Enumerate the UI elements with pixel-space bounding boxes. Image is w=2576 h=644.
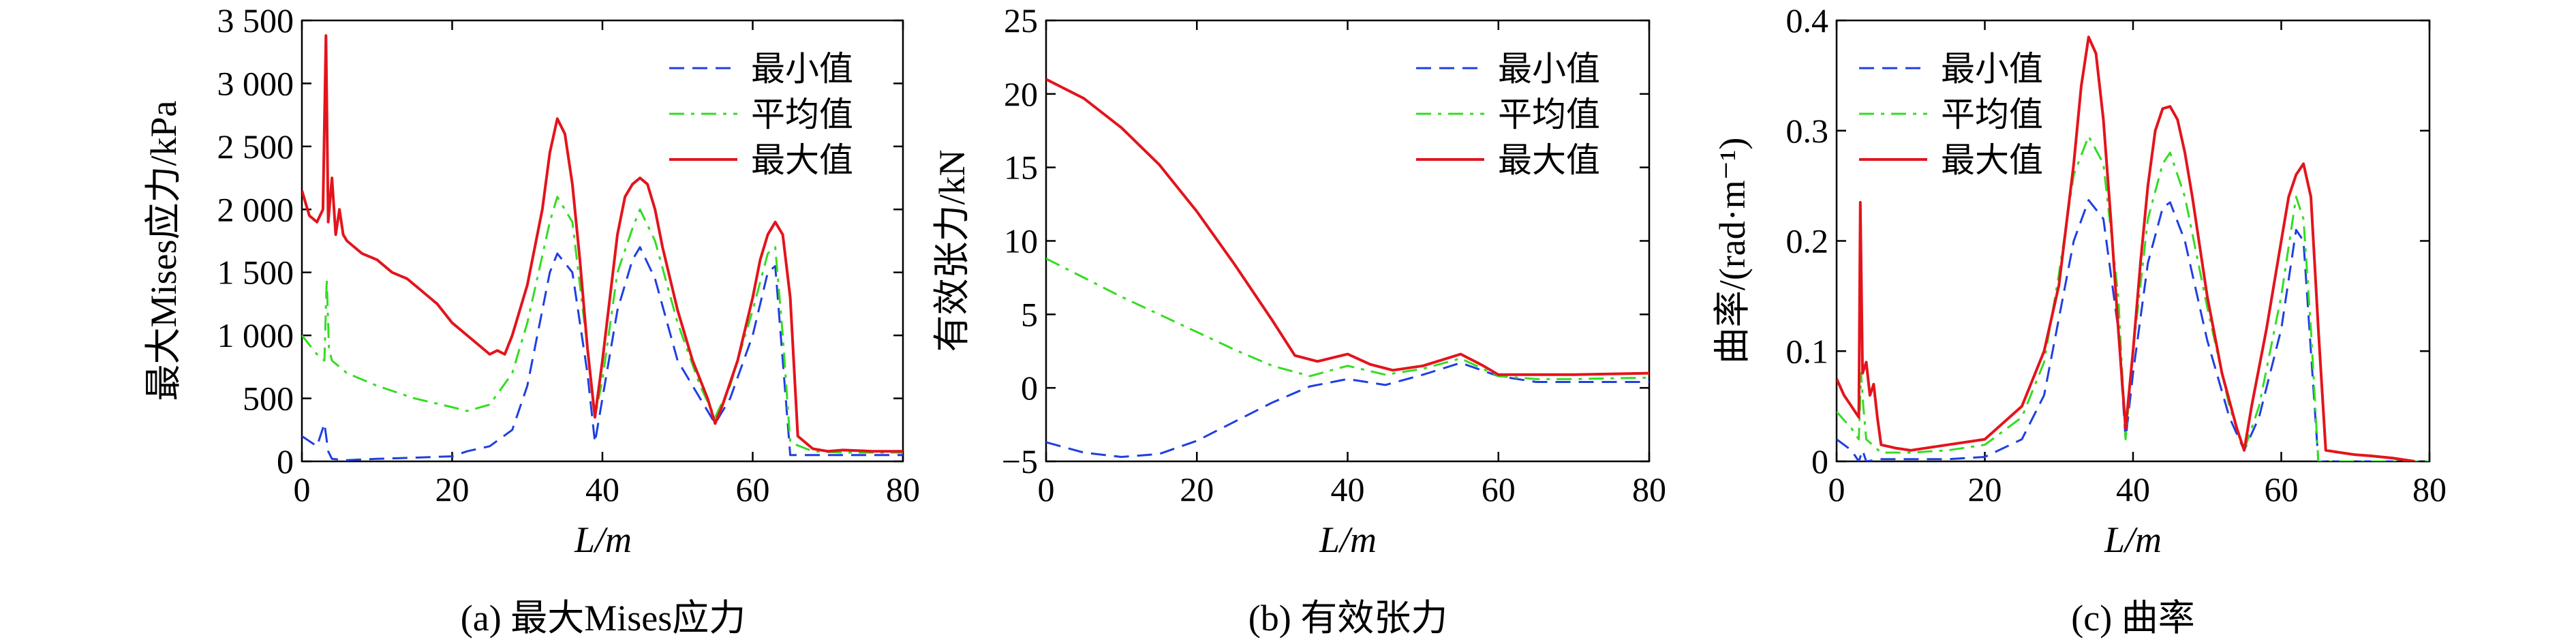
y-tick-label: 1 500 [217,254,294,292]
x-tick-label: 20 [1968,470,2002,508]
panel-a: 最大Mises应力/kPa L/m (a) 最大Mises应力 0 20 40 60 8… [143,1,920,639]
series-line-average [1046,258,1649,380]
legend-label-average: 平均值 [751,95,853,134]
y-tick-label: 0.4 [1786,1,1829,40]
x-tick-label: 20 [435,470,470,508]
y-tick-label: 0.2 [1786,222,1829,260]
legend-label-average: 平均值 [1941,95,2043,134]
series-line-maximum [1046,78,1649,376]
x-tick-label: 80 [2412,470,2447,508]
panel-b-caption: (b) 有效张力 [1248,598,1447,639]
y-tick-label: 0.3 [1786,112,1829,150]
y-tick-label: 3 500 [217,1,294,40]
y-tick-label: 10 [1004,222,1038,260]
panel-a-caption: (a) 最大Mises应力 [461,598,746,639]
x-tick-label: 80 [886,470,920,508]
series-line-average [1837,135,2429,461]
panel-b-xlabel: L/m [1319,519,1377,560]
y-tick-label: 0 [1811,442,1828,480]
x-tick-label: 60 [1482,470,1516,508]
legend-label-minimum: 最小值 [1941,49,2043,89]
y-tick-label: 2 000 [217,190,294,228]
y-tick-label: 1 000 [217,316,294,354]
y-tick-label: 0 [1021,369,1038,407]
series-line-maximum [302,34,903,453]
legend-label-maximum: 最大值 [1498,140,1600,180]
y-tick-label: −5 [1002,442,1038,480]
panel-c: 曲率/(rad·m⁻¹) L/m (c) 曲率 0 20 40 60 80 0 0.1 0.2… [1712,1,2447,639]
y-tick-label: 0.1 [1786,332,1829,370]
panel-c-caption: (c) 曲率 [2071,598,2194,639]
legend-label-minimum: 最小值 [751,49,853,89]
x-tick-label: 40 [585,470,619,508]
series-line-average [302,196,903,454]
x-tick-label: 60 [736,470,770,508]
y-tick-label: 15 [1004,149,1038,187]
series-line-minimum [1837,199,2429,461]
x-tick-label: 0 [294,470,311,508]
series-line-maximum [1837,35,2415,461]
panel-b-ylabel: 有效张力/kN [932,150,972,352]
panel-c-ylabel: 曲率/(rad·m⁻¹) [1712,138,1753,365]
x-tick-label: 80 [1632,470,1666,508]
y-tick-label: 2 500 [217,127,294,166]
legend-label-average: 平均值 [1498,95,1600,134]
x-tick-label: 60 [2265,470,2299,508]
x-tick-label: 20 [1180,470,1214,508]
y-tick-label: 5 [1021,295,1038,333]
y-tick-label: 25 [1004,1,1038,40]
y-tick-label: 0 [277,442,294,480]
panel-a-xlabel: L/m [574,519,632,560]
panel-a-ylabel: 最大Mises应力/kPa [143,100,184,401]
series-line-minimum [1046,362,1649,458]
x-tick-label: 40 [2116,470,2150,508]
x-tick-label: 40 [1331,470,1365,508]
legend-label-maximum: 最大值 [1941,140,2043,180]
legend-label-minimum: 最小值 [1498,49,1600,89]
y-tick-label: 20 [1004,75,1038,113]
panel-c-xlabel: L/m [2104,519,2162,560]
panel-b: 有效张力/kN L/m (b) 有效张力 0 20 40 60 80−505101520… [932,1,1666,639]
y-tick-label: 500 [243,380,294,418]
y-tick-label: 3 000 [217,64,294,102]
legend-label-maximum: 最大值 [751,140,853,180]
x-tick-label: 0 [1038,470,1055,508]
x-tick-label: 0 [1828,470,1845,508]
panel-2-axes-box [1835,19,2431,463]
